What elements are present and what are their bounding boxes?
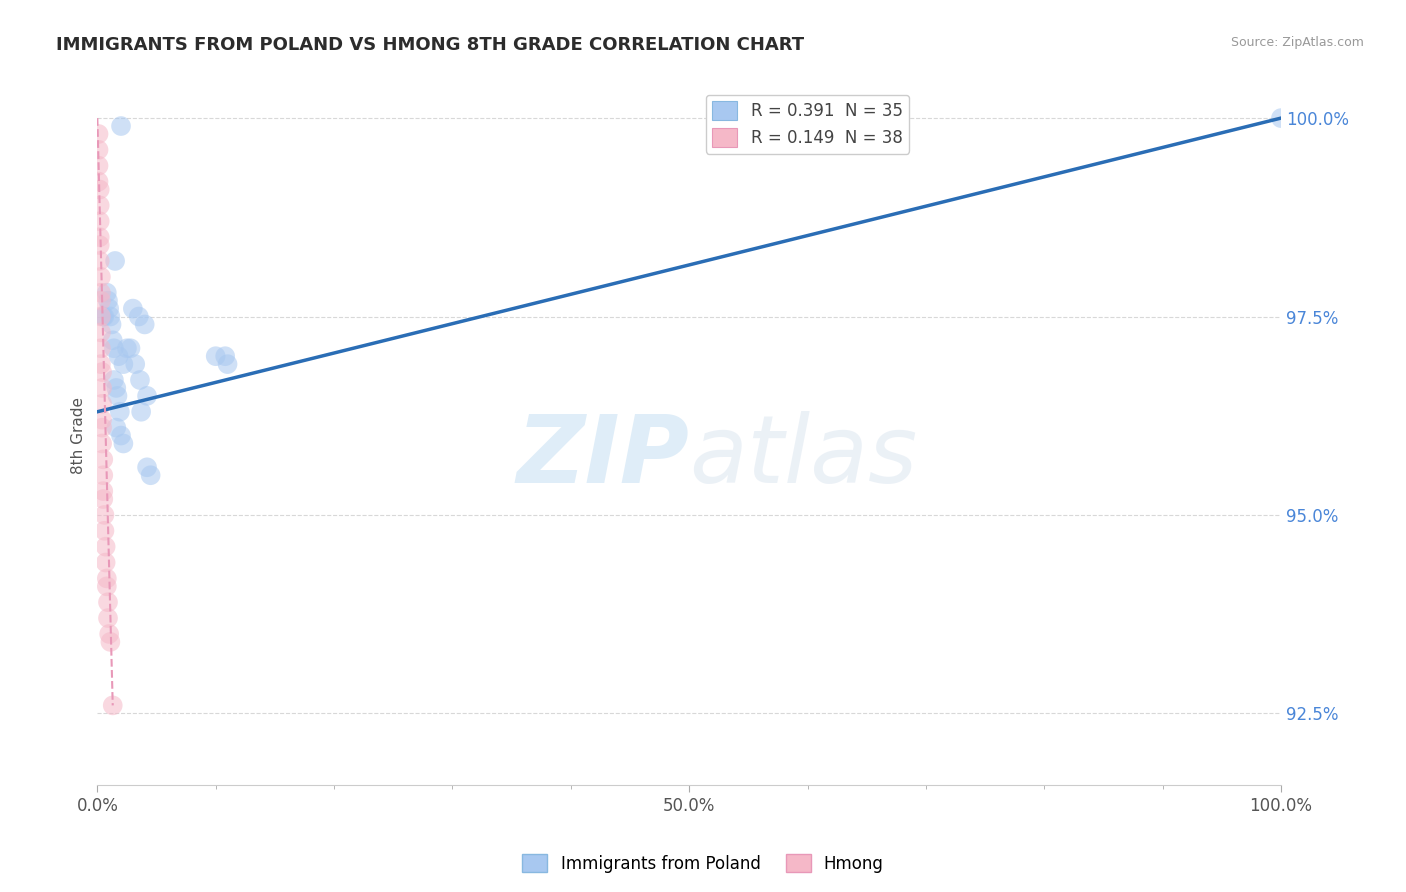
Legend: R = 0.391  N = 35, R = 0.149  N = 38: R = 0.391 N = 35, R = 0.149 N = 38 — [706, 95, 910, 153]
Point — [90, 285, 112, 300]
Point — [104, 254, 127, 268]
Point — [89, 214, 111, 228]
Point — [91, 310, 114, 324]
Point — [91, 491, 114, 506]
Point — [98, 635, 121, 649]
Point — [101, 698, 124, 713]
Point — [90, 310, 112, 324]
Point — [98, 301, 121, 316]
Point — [121, 301, 143, 316]
Point — [103, 373, 125, 387]
Point — [97, 293, 120, 308]
Point — [129, 405, 152, 419]
Point — [112, 357, 135, 371]
Point — [90, 326, 112, 340]
Point — [91, 468, 114, 483]
Point — [136, 460, 159, 475]
Point — [136, 389, 159, 403]
Point — [96, 285, 118, 300]
Point — [89, 182, 111, 196]
Point — [90, 341, 112, 355]
Point — [91, 436, 114, 450]
Point — [112, 436, 135, 450]
Point — [1270, 111, 1292, 125]
Point — [101, 334, 124, 348]
Text: atlas: atlas — [689, 411, 917, 502]
Point — [128, 310, 150, 324]
Point — [87, 175, 110, 189]
Point — [91, 365, 114, 379]
Point — [96, 571, 118, 585]
Point — [91, 484, 114, 499]
Point — [120, 341, 142, 355]
Point — [217, 357, 239, 371]
Point — [91, 381, 114, 395]
Point — [115, 341, 138, 355]
Point — [93, 508, 115, 522]
Y-axis label: 8th Grade: 8th Grade — [72, 397, 86, 474]
Point — [94, 556, 117, 570]
Point — [89, 198, 111, 212]
Point — [87, 127, 110, 141]
Point — [204, 349, 226, 363]
Point — [107, 349, 129, 363]
Point — [110, 428, 132, 442]
Point — [93, 310, 115, 324]
Point — [107, 389, 129, 403]
Point — [89, 230, 111, 244]
Point — [105, 420, 128, 434]
Point — [134, 318, 156, 332]
Point — [98, 627, 121, 641]
Point — [129, 373, 152, 387]
Point — [90, 269, 112, 284]
Point — [90, 357, 112, 371]
Point — [139, 468, 162, 483]
Point — [97, 611, 120, 625]
Point — [91, 420, 114, 434]
Point — [124, 357, 146, 371]
Point — [89, 254, 111, 268]
Point — [214, 349, 236, 363]
Point — [91, 397, 114, 411]
Text: IMMIGRANTS FROM POLAND VS HMONG 8TH GRADE CORRELATION CHART: IMMIGRANTS FROM POLAND VS HMONG 8TH GRAD… — [56, 36, 804, 54]
Point — [96, 579, 118, 593]
Point — [100, 318, 122, 332]
Point — [94, 540, 117, 554]
Point — [87, 159, 110, 173]
Point — [110, 119, 132, 133]
Point — [108, 405, 131, 419]
Point — [103, 341, 125, 355]
Point — [105, 381, 128, 395]
Legend: Immigrants from Poland, Hmong: Immigrants from Poland, Hmong — [516, 847, 890, 880]
Point — [97, 595, 120, 609]
Point — [90, 293, 112, 308]
Text: ZIP: ZIP — [516, 410, 689, 502]
Point — [89, 238, 111, 252]
Point — [87, 143, 110, 157]
Text: Source: ZipAtlas.com: Source: ZipAtlas.com — [1230, 36, 1364, 49]
Point — [91, 412, 114, 426]
Point — [91, 452, 114, 467]
Point — [98, 310, 121, 324]
Point — [93, 524, 115, 538]
